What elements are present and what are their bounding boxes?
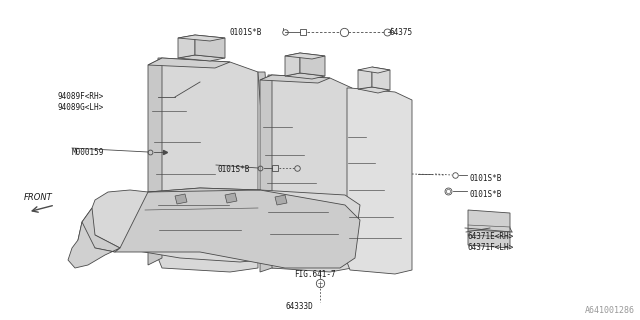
Text: FIG.641-7: FIG.641-7 xyxy=(294,270,335,279)
Polygon shape xyxy=(260,75,330,83)
Text: 94089G<LH>: 94089G<LH> xyxy=(58,103,104,112)
Polygon shape xyxy=(358,68,372,89)
Polygon shape xyxy=(225,193,237,203)
Polygon shape xyxy=(300,53,325,76)
Polygon shape xyxy=(285,53,325,59)
Text: M000159: M000159 xyxy=(72,148,104,157)
Polygon shape xyxy=(148,58,162,265)
Polygon shape xyxy=(358,87,390,93)
Text: 0101S*B: 0101S*B xyxy=(470,190,502,199)
Polygon shape xyxy=(178,35,195,58)
Polygon shape xyxy=(285,73,325,79)
Polygon shape xyxy=(275,195,287,205)
Polygon shape xyxy=(372,67,390,90)
Polygon shape xyxy=(68,222,120,268)
Polygon shape xyxy=(260,75,272,272)
Text: 0101S*B: 0101S*B xyxy=(470,174,502,183)
Polygon shape xyxy=(468,210,510,248)
Polygon shape xyxy=(148,58,230,68)
Text: A641001286: A641001286 xyxy=(585,306,635,315)
Polygon shape xyxy=(195,35,225,58)
Text: 0101S*B: 0101S*B xyxy=(218,165,250,174)
Polygon shape xyxy=(178,55,225,61)
Polygon shape xyxy=(268,75,352,272)
Polygon shape xyxy=(358,67,390,73)
Text: 94089F<RH>: 94089F<RH> xyxy=(58,92,104,101)
Polygon shape xyxy=(347,88,412,274)
Text: 64371E<RH>: 64371E<RH> xyxy=(468,232,515,241)
Polygon shape xyxy=(158,58,258,272)
Text: 0101S*B: 0101S*B xyxy=(230,28,262,37)
Polygon shape xyxy=(258,72,278,268)
Text: 64371F<LH>: 64371F<LH> xyxy=(468,243,515,252)
Text: 64333D: 64333D xyxy=(285,302,313,311)
Polygon shape xyxy=(82,188,360,262)
Polygon shape xyxy=(178,35,225,41)
Polygon shape xyxy=(285,53,300,76)
Polygon shape xyxy=(78,188,360,268)
Text: FRONT: FRONT xyxy=(24,193,52,202)
Polygon shape xyxy=(175,194,187,204)
Text: 64375: 64375 xyxy=(390,28,413,37)
